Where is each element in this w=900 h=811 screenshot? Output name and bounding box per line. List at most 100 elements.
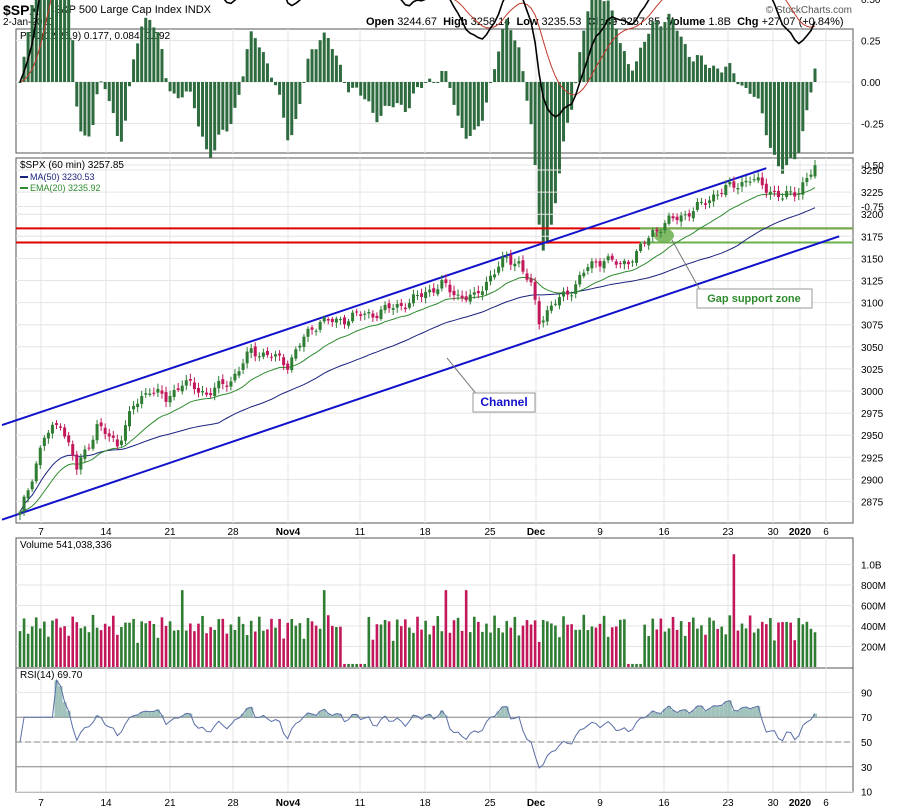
x-tick-label-bottom: 21 — [164, 798, 176, 809]
price-bar-body — [123, 425, 127, 441]
price-bar-body — [355, 311, 359, 313]
price-bar-body — [610, 255, 614, 260]
x-tick-label-bottom: Nov4 — [276, 798, 301, 809]
rsi-overbought-fill — [662, 709, 667, 718]
ppo-histogram-bar — [505, 19, 509, 82]
ppo-histogram-bar — [67, 0, 71, 83]
ppo-histogram-bar — [330, 49, 334, 82]
volume-bar — [229, 624, 233, 667]
ppo-histogram-bar — [375, 82, 379, 123]
rsi-overbought-fill — [188, 713, 193, 718]
price-tick: 3150 — [861, 254, 884, 265]
ppo-tick: 0.50 — [861, 0, 881, 6]
ppo-histogram-bar — [570, 82, 574, 110]
volume-bar — [456, 617, 460, 667]
price-bar-body — [363, 313, 367, 315]
volume-bar — [164, 625, 168, 667]
price-tick: 3100 — [861, 299, 884, 310]
ppo-histogram-bar — [298, 82, 302, 105]
volume-bar — [116, 634, 119, 667]
volume-bar — [213, 629, 216, 667]
volume-bar — [95, 627, 99, 667]
price-bar-body — [691, 211, 695, 219]
rsi-overbought-fill — [135, 714, 140, 718]
price-bar-body — [411, 294, 415, 304]
price-bar-body — [809, 174, 813, 177]
price-bar-body — [34, 463, 38, 482]
rsi-overbought-fill — [654, 712, 659, 718]
volume-bar — [132, 618, 135, 667]
ppo-histogram-bar — [99, 81, 103, 83]
price-bar-body — [148, 393, 152, 395]
symbol-title: $SPX — [3, 2, 39, 18]
rsi-overbought-fill — [66, 711, 71, 718]
rsi-overbought-fill — [423, 715, 428, 718]
ppo-histogram-bar — [119, 82, 123, 142]
ppo-histogram-bar — [71, 40, 75, 82]
rsi-label: RSI(14) 69.70 — [20, 670, 83, 681]
volume-bar — [359, 663, 363, 667]
x-tick-label-bottom: 6 — [823, 798, 829, 809]
ppo-histogram-bar — [752, 82, 756, 97]
volume-bar — [720, 626, 724, 667]
ppo-histogram-bar — [582, 30, 586, 82]
price-bar-body — [671, 216, 675, 219]
ppo-histogram-bar — [164, 78, 168, 82]
price-bar-body — [484, 281, 488, 291]
ppo-histogram-bar — [290, 82, 294, 136]
ppo-histogram-bar — [630, 70, 634, 82]
price-bar-body — [785, 191, 789, 197]
volume-bar — [99, 630, 103, 667]
ppo-histogram-bar — [643, 41, 647, 82]
price-bar-body — [347, 321, 351, 326]
x-tick-label: 28 — [227, 527, 239, 538]
ppo-label: PPO(12,26,9) 0.177, 0.084, 0.092 — [20, 31, 171, 42]
volume-bar — [428, 634, 431, 667]
ppo-histogram-bar — [306, 58, 310, 82]
rsi-overbought-fill — [646, 714, 651, 718]
ppo-histogram-bar — [428, 78, 432, 82]
rsi-line — [19, 678, 816, 769]
ppo-histogram-bar — [493, 69, 497, 82]
ppo-histogram-bar — [302, 82, 306, 83]
volume-bar — [497, 627, 500, 667]
x-tick-label-bottom: 23 — [722, 798, 734, 809]
gap-callout-text: Gap support zone — [707, 293, 801, 305]
index-full-name: S&P 500 Large Cap Index — [54, 4, 182, 16]
volume-bar — [258, 616, 261, 667]
price-tick: 2975 — [861, 409, 884, 420]
rsi-overbought-fill — [735, 710, 740, 718]
ppo-histogram-bar — [671, 18, 675, 82]
price-bar-body — [196, 388, 200, 393]
volume-bar — [598, 623, 602, 667]
rsi-overbought-fill — [695, 706, 700, 718]
price-bar-body — [643, 242, 647, 244]
rsi-overbought-fill — [707, 708, 712, 718]
price-bar-body — [537, 301, 541, 325]
volume-bar — [120, 627, 123, 667]
price-bar-body — [87, 447, 91, 449]
price-tick: 2875 — [861, 498, 884, 509]
x-tick-label: 7 — [38, 527, 44, 538]
volume-bar — [209, 627, 212, 667]
ppo-histogram-bar — [618, 43, 622, 82]
ppo-histogram-bar — [586, 11, 590, 82]
volume-bar — [550, 623, 553, 667]
volume-bar — [736, 630, 740, 667]
ppo-histogram-bar — [176, 82, 180, 99]
rsi-overbought-fill — [671, 710, 676, 718]
price-bar-body — [403, 307, 407, 310]
volume-bar — [635, 663, 638, 667]
price-bar-body — [241, 363, 245, 370]
rsi-overbought-fill — [427, 714, 432, 718]
volume-bar — [22, 618, 26, 667]
volume-bar — [59, 627, 62, 667]
price-bar-body — [708, 200, 712, 204]
ppo-histogram-bar — [128, 82, 132, 87]
x-tick-label: 6 — [823, 527, 829, 538]
ppo-histogram-bar — [675, 30, 679, 82]
price-bar-body — [626, 261, 630, 265]
ppo-histogram-bar — [484, 82, 488, 103]
ppo-histogram-bar — [732, 73, 736, 82]
volume-bar — [318, 628, 322, 667]
